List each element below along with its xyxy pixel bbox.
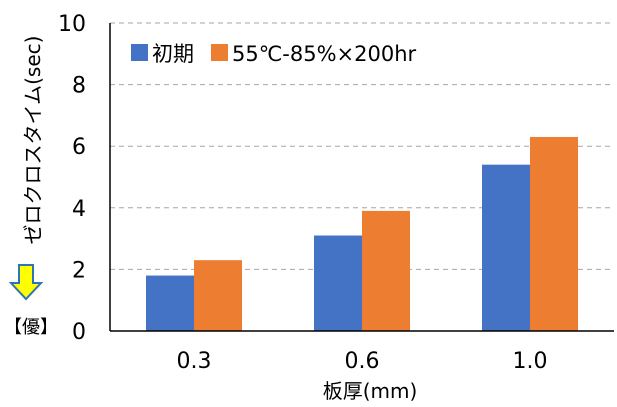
x-axis-title: 板厚(mm) bbox=[323, 379, 418, 403]
y-tick-label: 8 bbox=[72, 74, 86, 99]
x-tick-label: 1.0 bbox=[513, 349, 548, 374]
legend-swatch bbox=[131, 44, 148, 61]
better-arrow-icon bbox=[8, 264, 44, 301]
bar-aged-0.3 bbox=[194, 260, 242, 331]
bar-initial-1.0 bbox=[482, 164, 530, 331]
bar-aged-1.0 bbox=[530, 136, 578, 331]
x-tick-labels: 0.3 0.6 1.0 bbox=[177, 349, 548, 374]
bars bbox=[146, 136, 578, 331]
y-tick-label: 10 bbox=[58, 12, 86, 37]
better-label: 【優】 bbox=[4, 317, 58, 338]
y-tick-labels: 0 2 4 6 8 10 bbox=[58, 12, 86, 345]
y-axis-title: ゼロクロスタイム(sec) bbox=[21, 36, 45, 245]
legend-swatch bbox=[211, 44, 228, 61]
y-tick-label: 0 bbox=[72, 320, 86, 345]
legend: 初期 55℃-85%×200hr bbox=[131, 42, 417, 66]
y-tick-label: 4 bbox=[72, 197, 86, 222]
y-tick-label: 6 bbox=[72, 135, 86, 160]
bar-initial-0.6 bbox=[314, 235, 362, 331]
legend-label: 55℃-85%×200hr bbox=[232, 42, 417, 66]
x-tick-label: 0.6 bbox=[345, 349, 380, 374]
y-tick-label: 2 bbox=[72, 258, 86, 283]
bar-aged-0.6 bbox=[362, 210, 410, 331]
legend-label: 初期 bbox=[152, 42, 194, 66]
bar-initial-0.3 bbox=[146, 275, 194, 331]
x-tick-label: 0.3 bbox=[177, 349, 212, 374]
